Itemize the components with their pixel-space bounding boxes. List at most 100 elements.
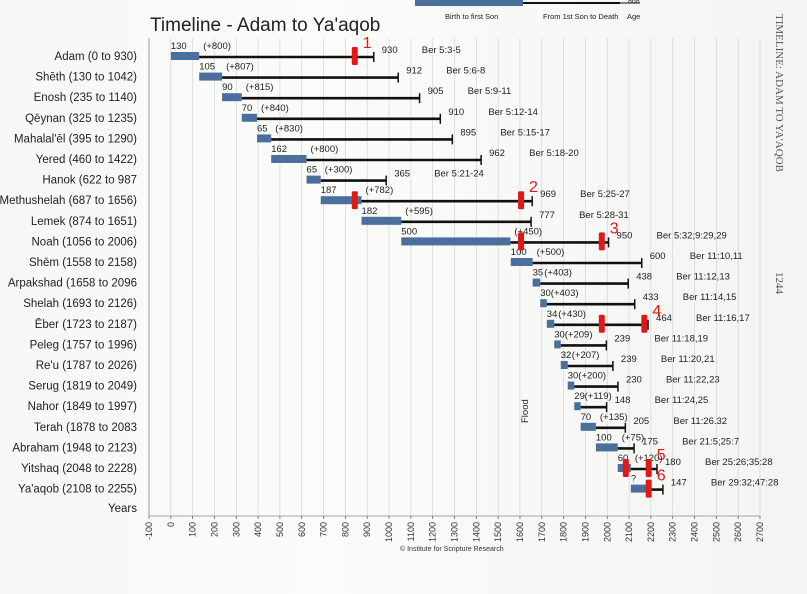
x-tick-label: 1900 <box>580 522 590 542</box>
timeline-row: Adam (0 to 930) 130 (+800) 930 Ber 5:3-5 <box>55 41 461 63</box>
scripture-ref: Ber 25:26;35:28 <box>705 457 773 468</box>
first-son-bar <box>199 72 223 81</box>
age-value: 230 <box>626 375 642 386</box>
remaining-value: (+209) <box>565 329 593 340</box>
x-axis: -100 0 100 200 300 400 500 600 700 800 900 1000 1100… <box>144 516 765 542</box>
row-label: Arpakshad (1658 to 2096 <box>8 278 137 290</box>
remaining-value: (+403) <box>544 268 572 279</box>
row-label: Re'u (1787 to 2026) <box>36 360 137 372</box>
row-label: Serug (1819 to 2049) <box>28 381 137 393</box>
scripture-ref: Ber 11:24,25 <box>655 395 709 406</box>
x-tick-label: 1400 <box>471 522 481 542</box>
remaining-value: (+595) <box>405 206 433 217</box>
scripture-ref: Ber 5:18-20 <box>529 148 579 159</box>
remaining-value: (+120) <box>635 453 663 464</box>
first-son-value: 90 <box>222 82 233 93</box>
age-value: 895 <box>460 127 476 138</box>
timeline-row: Abraham (1948 to 2123) 100 (+75)175 Ber 21:… <box>12 432 739 454</box>
scripture-ref: Ber 29:32;47:28 <box>711 478 779 489</box>
annotation-number: 6 <box>657 468 666 485</box>
age-value: 600 <box>650 251 666 262</box>
annotation-marker <box>641 314 648 333</box>
timeline-row: Serug (1819 to 2049) 30 (+200) 230 Ber 11:22… <box>28 371 719 393</box>
timeline-row: Enosh (235 to 1140) 90 (+815) 905 Ber 5:9-11 <box>34 82 512 104</box>
age-value: 464 <box>656 313 672 324</box>
side-title: TIMELINE: ADAM TO YA'AQOB <box>773 14 785 172</box>
first-son-bar <box>574 402 581 411</box>
first-son-bar <box>510 258 533 266</box>
timeline-row: Re'u (1787 to 2026) 32 (+207) 239 Ber 11:20,… <box>36 350 715 372</box>
x-tick-label: -100 <box>144 522 154 540</box>
timeline-row: Shelah (1693 to 2126) 30 (+403) 433 Ber 11:1… <box>23 288 736 310</box>
scripture-ref: Ber 11:16,17 <box>696 313 750 324</box>
annotation-marker <box>598 314 605 333</box>
annotation-number: 5 <box>657 447 666 464</box>
remaining-value: (+450) <box>514 226 542 237</box>
timeline-rows: Adam (0 to 930) 130 (+800) 930 Ber 5:3-5 Shēt… <box>0 41 779 496</box>
scripture-ref: Ber 11:22,23 <box>666 375 720 386</box>
first-son-bar <box>320 196 362 205</box>
age-value: 175 <box>642 436 658 447</box>
timeline-row: Hanok (622 to 987 65 (+300) 365 Ber 5:21-24 <box>42 165 483 187</box>
first-son-value: 105 <box>199 62 215 73</box>
first-son-value: 500 <box>401 226 417 237</box>
first-son-bar <box>630 484 651 493</box>
timeline-row: Lemek (874 to 1651) 182 (+595) 777 Ber 5:28-… <box>31 206 629 228</box>
x-tick-label: 1600 <box>515 522 525 542</box>
x-tick-label: 700 <box>319 522 329 537</box>
scripture-ref: Ber 5:12-14 <box>488 107 538 118</box>
row-label: Ēber (1723 to 2187) <box>35 319 137 331</box>
scripture-ref: Ber 5:3-5 <box>422 45 461 56</box>
row-label: Qēynan (325 to 1235) <box>25 113 137 125</box>
row-label: Nahor (1849 to 1997) <box>28 401 137 413</box>
scripture-ref: Ber 5:15-17 <box>500 127 550 138</box>
row-label: Abraham (1948 to 2123) <box>12 442 137 454</box>
x-axis-label: Years <box>108 503 137 515</box>
scripture-ref: Ber 21:5;25:7 <box>682 436 739 447</box>
first-son-bar <box>257 134 272 143</box>
remaining-value: (+200) <box>578 371 606 382</box>
scripture-ref: Ber 11:18,19 <box>654 333 708 344</box>
x-tick-label: 1200 <box>428 522 438 542</box>
first-son-value: 32 <box>561 350 572 361</box>
age-value: 962 <box>489 148 505 159</box>
first-son-value: ? <box>631 474 636 485</box>
first-son-value: 65 <box>307 165 318 176</box>
remaining-value: (+800) <box>203 41 231 52</box>
scripture-ref: Ber 5:28-31 <box>579 210 629 221</box>
remaining-value: (+840) <box>261 103 289 114</box>
timeline-row: Noah (1056 to 2006) 500 (+450) 950 Ber 5:32;… <box>32 226 727 248</box>
row-label: Yered (460 to 1422) <box>36 154 137 166</box>
row-label: Mahalal'ēl (395 to 1290) <box>14 133 137 145</box>
annotation-marker <box>351 47 358 65</box>
row-label: Yitshaq (2048 to 2228) <box>21 463 137 475</box>
first-son-bar <box>170 52 200 60</box>
row-label: Ya'aqob (2108 to 2255) <box>18 484 137 496</box>
first-son-bar <box>241 113 258 122</box>
age-value: 950 <box>617 230 633 241</box>
age-value: 180 <box>665 457 681 468</box>
legend-label-first-son: Birth to first Son <box>445 12 498 21</box>
remaining-value: (+207) <box>572 350 600 361</box>
first-son-bar <box>567 381 575 390</box>
timeline-row: Shēm (1558 to 2158) 100 (+500) 600 Ber 11:10… <box>29 247 743 269</box>
copyright: © Institute for Scripture Research <box>400 545 504 553</box>
first-son-value: 100 <box>511 247 527 258</box>
first-son-value: 30 <box>540 288 551 299</box>
x-tick-label: 1100 <box>406 522 416 541</box>
first-son-value: 130 <box>171 41 187 52</box>
remaining-value: (+119) <box>585 391 612 402</box>
first-son-value: 60 <box>618 453 629 464</box>
row-label: Enosh (235 to 1140) <box>34 92 138 104</box>
first-son-value: 30 <box>554 329 565 340</box>
legend: Birth to first Son From 1st Son to Death… <box>415 0 640 21</box>
row-label: Lemek (874 to 1651) <box>31 216 137 228</box>
timeline-row: Mahalal'ēl (395 to 1290) 65 (+830) 895 Ber 5… <box>14 123 550 145</box>
first-son-value: 70 <box>242 103 253 114</box>
row-label: Terah (1878 to 2083 <box>34 422 137 434</box>
annotation-marker <box>645 479 652 498</box>
scripture-ref: Ber 5:6-8 <box>446 66 485 77</box>
age-value: 969 <box>540 189 556 200</box>
age-value: 147 <box>671 478 687 489</box>
